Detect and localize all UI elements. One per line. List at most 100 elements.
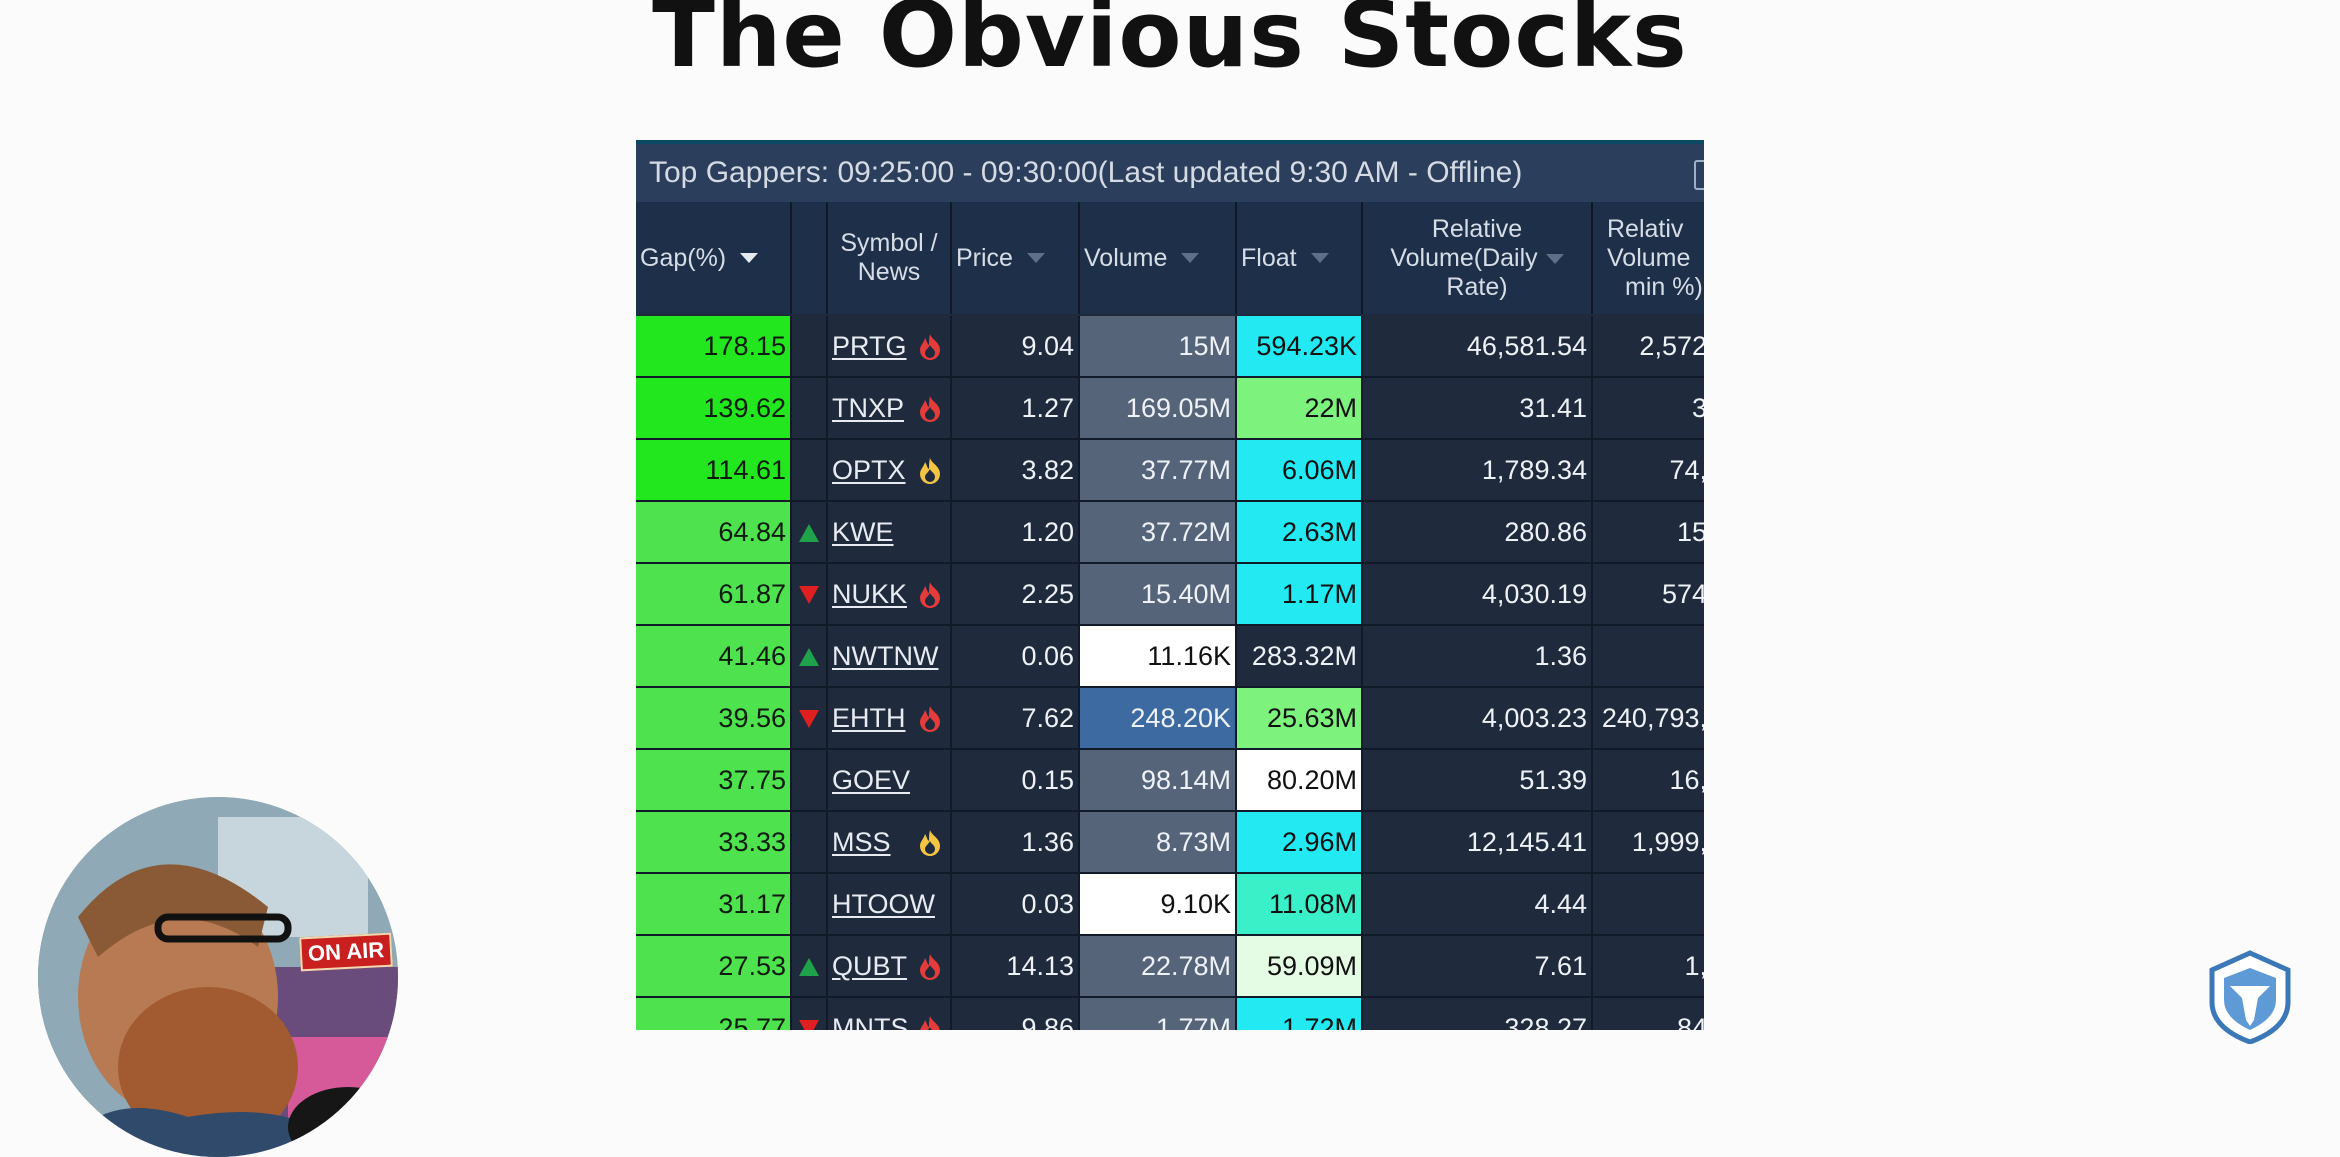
symbol-link[interactable]: OPTX — [832, 455, 906, 485]
symbol-link[interactable]: MSS — [832, 827, 891, 857]
relative-volume-5min-cell: 240,793, — [1593, 688, 1704, 748]
relative-volume-cell: 1,789.34 — [1363, 440, 1593, 500]
volume-cell: 1.77M — [1080, 998, 1237, 1030]
symbol-link[interactable]: KWE — [832, 517, 894, 547]
news-flame-icon[interactable] — [916, 952, 944, 980]
volume-cell: 15.40M — [1080, 564, 1237, 624]
table-row[interactable]: 31.17 HTOOW 0.03 9.10K 11.08M 4.44 — [636, 874, 1704, 936]
trend-cell — [792, 626, 828, 686]
table-row[interactable]: 39.56 EHTH 7.62 248.20K 25.63M 4,003.23 240,79… — [636, 688, 1704, 750]
relative-volume-5min-cell: 1, — [1593, 936, 1704, 996]
sort-caret-icon[interactable] — [1181, 253, 1200, 263]
relative-volume-cell: 51.39 — [1363, 750, 1593, 810]
symbol-link[interactable]: HTOOW — [832, 889, 935, 919]
symbol-link[interactable]: QUBT — [832, 951, 908, 981]
trend-cell — [792, 688, 828, 748]
news-flame-icon[interactable] — [916, 580, 944, 608]
relvol-header-line3: Rate) — [1446, 272, 1508, 301]
table-row[interactable]: 64.84 KWE 1.20 37.72M 2.63M 280.86 15 — [636, 502, 1704, 564]
table-row[interactable]: 41.46 NWTNW 0.06 11.16K 283.32M 1.36 — [636, 626, 1704, 688]
news-flame-icon[interactable] — [916, 704, 944, 732]
symbol-cell[interactable]: EHTH — [828, 688, 952, 748]
symbol-link[interactable]: GOEV — [832, 765, 911, 795]
price-cell: 1.36 — [952, 812, 1080, 872]
symbol-cell[interactable]: QUBT — [828, 936, 952, 996]
relative-volume-5min-cell: 84 — [1593, 998, 1704, 1030]
sort-desc-icon[interactable] — [740, 253, 759, 263]
top-gappers-scanner: Top Gappers: 09:25:00 - 09:30:00(Last up… — [636, 140, 1704, 1030]
symbol-link[interactable]: MNTS — [832, 1013, 909, 1030]
table-row[interactable]: 114.61 OPTX 3.82 37.77M 6.06M 1,789.34 74, — [636, 440, 1704, 502]
symbol-cell[interactable]: NWTNW — [828, 626, 952, 686]
volume-header-label: Volume — [1084, 243, 1168, 272]
symbol-cell[interactable]: KWE — [828, 502, 952, 562]
symbol-link[interactable]: NWTNW — [832, 641, 939, 671]
trend-cell — [792, 440, 828, 500]
symbol-cell[interactable]: OPTX — [828, 440, 952, 500]
symbol-link[interactable]: TNXP — [832, 393, 905, 423]
symbol-cell[interactable]: TNXP — [828, 378, 952, 438]
sort-caret-icon[interactable] — [1310, 253, 1329, 263]
relative-volume-cell: 7.61 — [1363, 936, 1593, 996]
float-cell: 283.32M — [1237, 626, 1363, 686]
table-row[interactable]: 37.75 GOEV 0.15 98.14M 80.20M 51.39 16, — [636, 750, 1704, 812]
trend-cell — [792, 564, 828, 624]
float-cell: 80.20M — [1237, 750, 1363, 810]
relative-volume-cell: 280.86 — [1363, 502, 1593, 562]
column-header-relative-volume[interactable]: Relative Volume(Daily Rate) — [1363, 202, 1593, 314]
price-cell: 1.20 — [952, 502, 1080, 562]
symbol-link[interactable]: EHTH — [832, 703, 906, 733]
float-cell: 1.17M — [1237, 564, 1363, 624]
column-header-symbol[interactable]: Symbol / News — [828, 202, 952, 314]
symbol-link[interactable]: PRTG — [832, 331, 907, 361]
volume-cell: 98.14M — [1080, 750, 1237, 810]
symbol-cell[interactable]: GOEV — [828, 750, 952, 810]
relative-volume-5min-cell — [1593, 874, 1704, 934]
scanner-header-row: Gap(%) Symbol / News Price Volume Float … — [636, 202, 1704, 314]
float-cell: 594.23K — [1237, 316, 1363, 376]
symbol-cell[interactable]: MSS — [828, 812, 952, 872]
arrow-up-icon — [799, 524, 819, 542]
gap-cell: 114.61 — [636, 440, 792, 500]
sort-caret-icon[interactable] — [1026, 253, 1045, 263]
price-cell: 2.25 — [952, 564, 1080, 624]
price-cell: 0.03 — [952, 874, 1080, 934]
window-handle-icon[interactable] — [1694, 160, 1704, 190]
price-cell: 1.27 — [952, 378, 1080, 438]
gap-cell: 41.46 — [636, 626, 792, 686]
news-flame-icon[interactable] — [916, 1014, 944, 1030]
scanner-titlebar[interactable]: Top Gappers: 09:25:00 - 09:30:00(Last up… — [636, 144, 1704, 202]
shield-logo-icon — [2209, 950, 2291, 1044]
symbol-cell[interactable]: HTOOW — [828, 874, 952, 934]
column-header-volume[interactable]: Volume — [1080, 202, 1237, 314]
relative-volume-5min-cell: 15 — [1593, 502, 1704, 562]
sort-caret-icon[interactable] — [1545, 253, 1564, 264]
column-header-price[interactable]: Price — [952, 202, 1080, 314]
news-flame-icon[interactable] — [916, 456, 944, 484]
symbol-link[interactable]: NUKK — [832, 579, 908, 609]
column-header-float[interactable]: Float — [1237, 202, 1363, 314]
table-row[interactable]: 33.33 MSS 1.36 8.73M 2.96M 12,145.41 1,999, — [636, 812, 1704, 874]
on-air-sign: ON AIR — [299, 932, 394, 972]
table-row[interactable]: 61.87 NUKK 2.25 15.40M 1.17M 4,030.19 574 — [636, 564, 1704, 626]
symbol-cell[interactable]: MNTS — [828, 998, 952, 1030]
news-flame-icon[interactable] — [916, 332, 944, 360]
arrow-up-icon — [799, 958, 819, 976]
volume-cell: 37.72M — [1080, 502, 1237, 562]
volume-cell: 22.78M — [1080, 936, 1237, 996]
table-row[interactable]: 178.15 PRTG 9.04 15M 594.23K 46,581.54 2,572 — [636, 316, 1704, 378]
price-header-label: Price — [956, 243, 1013, 272]
news-flame-icon[interactable] — [916, 394, 944, 422]
table-row[interactable]: 25.77 MNTS 9.86 1.77M 1.72M 328.27 84 — [636, 998, 1704, 1030]
news-flame-icon[interactable] — [916, 828, 944, 856]
arrow-down-icon — [799, 586, 819, 604]
column-header-gap[interactable]: Gap(%) — [636, 202, 792, 314]
scanner-title: Top Gappers: 09:25:00 - 09:30:00(Last up… — [649, 156, 1523, 189]
price-cell: 9.04 — [952, 316, 1080, 376]
symbol-cell[interactable]: NUKK — [828, 564, 952, 624]
gap-cell: 61.87 — [636, 564, 792, 624]
symbol-cell[interactable]: PRTG — [828, 316, 952, 376]
column-header-relative-volume-5min[interactable]: Relativ Volume min %) — [1593, 202, 1704, 314]
